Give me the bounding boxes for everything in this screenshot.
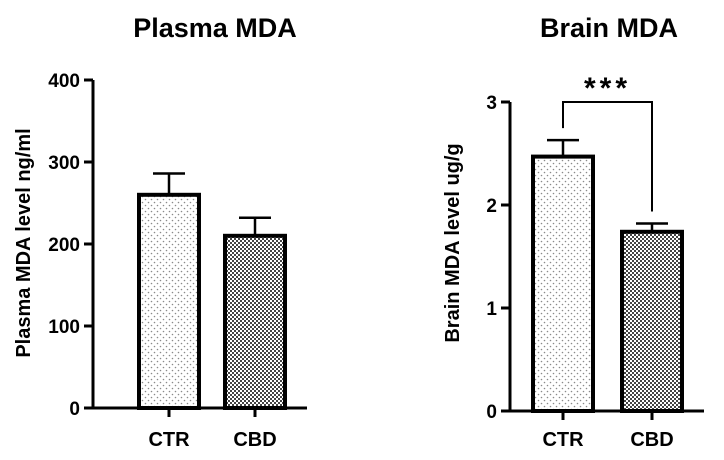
chart-panel-brain: Brain MDA Brain MDA level ug/g 0 1 2 3 CTR CB… xyxy=(442,13,704,451)
chart-panel-plasma: Plasma MDA Plasma MDA level ng/ml 0 100 20… xyxy=(13,13,307,451)
y-tick-label: 1 xyxy=(486,299,497,320)
y-tick-label: 2 xyxy=(486,196,497,217)
y-tick-label: 300 xyxy=(48,153,80,174)
x-tick-label: CBD xyxy=(630,429,673,451)
bar xyxy=(620,229,684,413)
bar xyxy=(531,154,595,413)
x-tick-label: CBD xyxy=(233,429,276,451)
y-axis-label: Brain MDA level ug/g xyxy=(442,143,464,342)
chart-title: Plasma MDA xyxy=(133,13,297,43)
x-tick-label: CTR xyxy=(148,429,190,451)
x-tick-label: CTR xyxy=(542,429,584,451)
bar xyxy=(223,233,287,410)
chart-marks: 0 1 2 3 CTR CBD *** xyxy=(486,72,704,451)
significance-bracket xyxy=(562,101,653,212)
chart-marks: 0 100 200 300 400 CTR CBD xyxy=(48,71,307,451)
y-tick-label: 400 xyxy=(48,71,80,92)
y-tick-label: 0 xyxy=(486,402,497,423)
y-tick-label: 100 xyxy=(48,317,80,338)
bar xyxy=(137,192,201,410)
y-axis-label: Plasma MDA level ng/ml xyxy=(13,128,35,357)
significance-label: *** xyxy=(584,72,631,105)
y-tick-label: 3 xyxy=(486,93,497,114)
y-tick-label: 0 xyxy=(69,399,80,420)
chart-title: Brain MDA xyxy=(540,13,678,43)
y-tick-label: 200 xyxy=(48,235,80,256)
